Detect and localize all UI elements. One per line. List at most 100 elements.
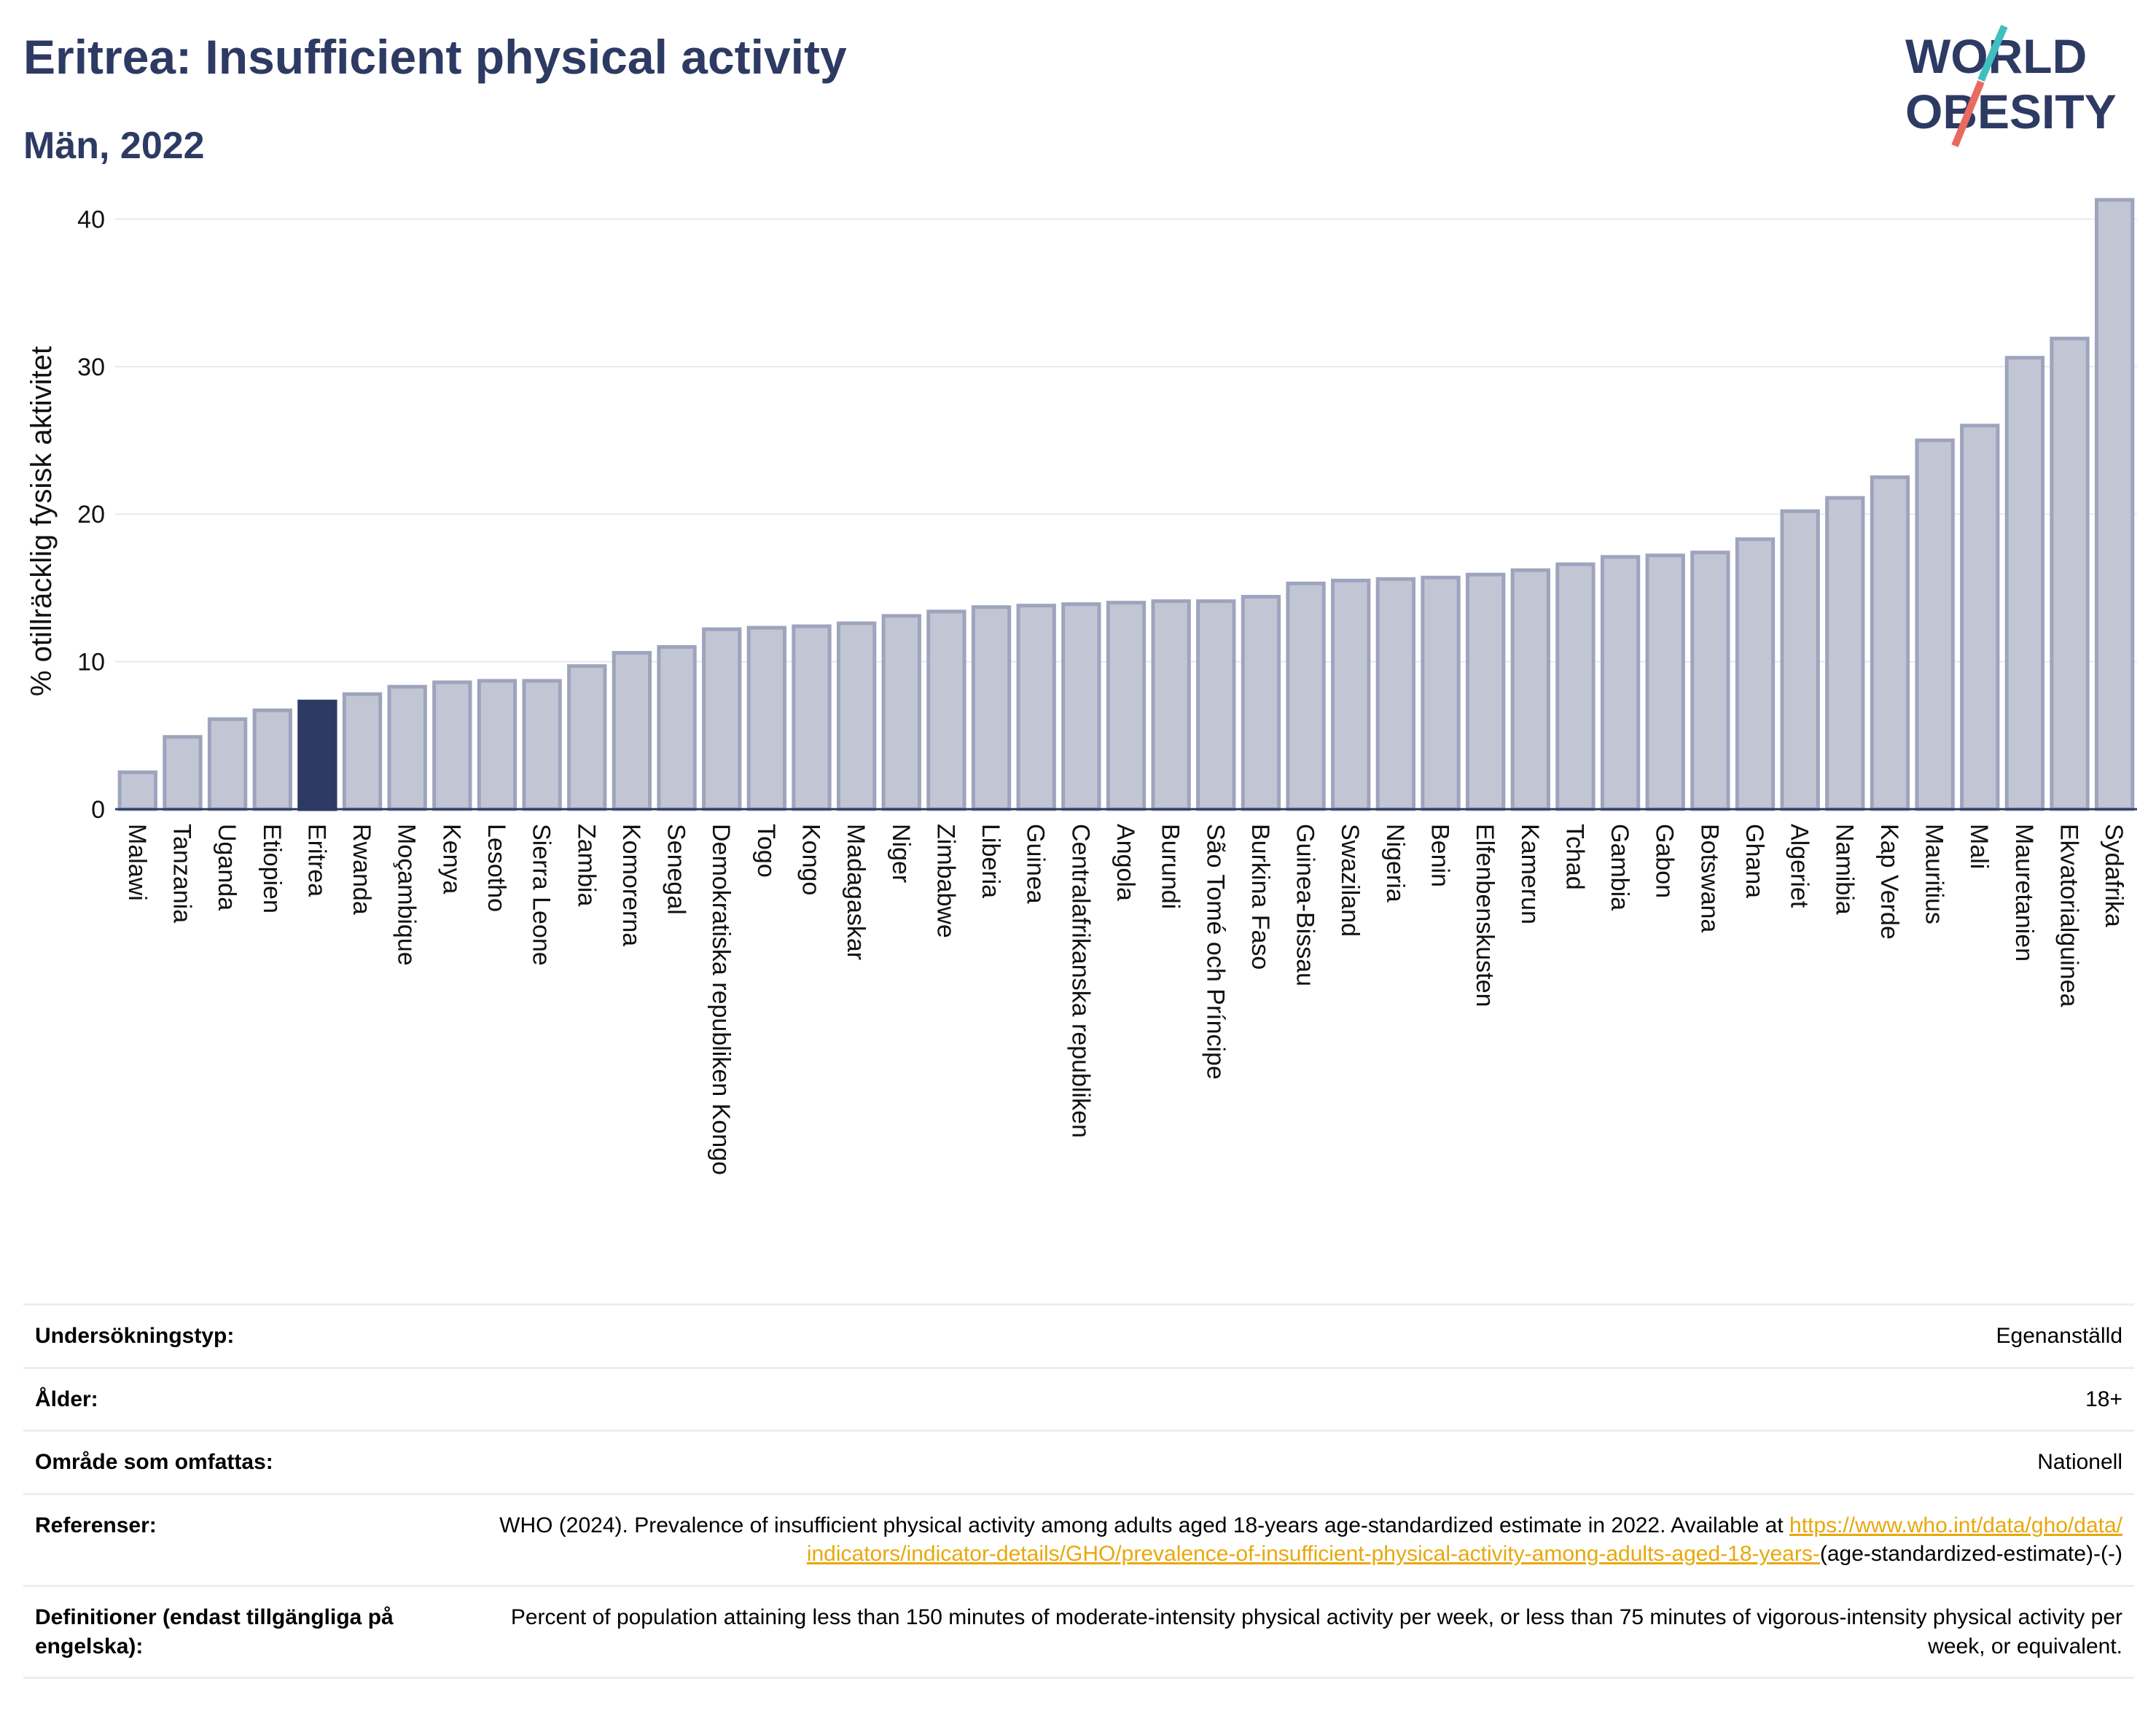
bar-kap-verde [1870, 475, 1910, 811]
reference-text: WHO (2024). Prevalence of insufficient p… [499, 1513, 1784, 1537]
logo-slash-red [1951, 80, 1985, 147]
bar-algeriet [1780, 509, 1820, 811]
bar-senegal [657, 644, 697, 811]
bar-benin [1421, 575, 1461, 811]
x-tick-label: Liberia [977, 824, 1004, 898]
x-tick-label: Gabon [1651, 824, 1679, 898]
x-tick-label: Rwanda [348, 824, 375, 915]
x-tick-label: Zimbabwe [931, 824, 959, 938]
x-tick-label: Ekvatorialguinea [2055, 824, 2083, 1007]
bar-burundi [1151, 599, 1191, 811]
bar-guinea-bissau [1286, 581, 1326, 811]
x-tick-label: São Tomé och Príncipe [1201, 824, 1229, 1080]
bar-sydafrika [2095, 198, 2135, 811]
bar-mali [1960, 424, 2000, 811]
x-tick-label: Angola [1112, 824, 1139, 901]
reference-link[interactable]: https://www.who.int/data/gho/data/indica… [806, 1513, 2122, 1567]
bar-swaziland [1331, 578, 1371, 811]
bar-mauretanien [2004, 356, 2045, 811]
chart-title: Eritrea: Insufficient physical activity [23, 30, 847, 84]
x-tick-label: Tanzania [168, 824, 195, 923]
bar-kongo [792, 624, 832, 811]
info-key: Ålder: [23, 1366, 487, 1431]
x-tick-label: Kap Verde [1875, 824, 1903, 940]
x-tick-label: Uganda [213, 824, 241, 911]
bar-zambia [567, 664, 607, 811]
bar-liberia [971, 605, 1012, 811]
x-tick-label: Benin [1426, 824, 1454, 887]
x-tick-label: Etiopien [258, 824, 286, 913]
y-tick-label: 0 [91, 796, 105, 824]
bar-mauritius [1915, 438, 1955, 811]
x-tick-label: Malawi [123, 824, 151, 901]
bar-demokratiska-republiken-kongo [702, 627, 742, 811]
x-tick-label: Kenya [437, 824, 465, 894]
x-tick-label: Elfenbenskusten [1471, 824, 1499, 1007]
x-tick-label: Togo [752, 824, 780, 878]
bar-s-o-tom-och-pr-ncipe [1196, 599, 1236, 811]
x-tick-label: Gambia [1606, 824, 1633, 911]
x-tick-label: Guinea-Bissau [1292, 824, 1319, 986]
info-row-definitions: Definitioner (endast tillgängliga på eng… [23, 1584, 2134, 1680]
x-tick-label: Demokratiska republiken Kongo [707, 824, 735, 1175]
info-key: Definitioner (endast tillgängliga på eng… [23, 1584, 487, 1680]
y-axis-label: % otillräcklig fysisk aktivitet [26, 346, 58, 696]
x-tick-label: Mali [1965, 824, 1993, 869]
reference-suffix: (age-standardized-estimate)-(-) [1819, 1542, 2122, 1567]
bar-ghana [1735, 537, 1776, 811]
bar-mo-ambique [387, 685, 427, 811]
x-axis-labels: Malawi Tanzania Uganda Etiopien Eritrea Rwand… [123, 824, 2128, 1175]
x-tick-label: Ghana [1741, 824, 1768, 898]
bar-etiopien [252, 708, 292, 811]
bar-uganda [207, 717, 248, 811]
info-value: 18+ [487, 1366, 2134, 1431]
bar-malawi [117, 770, 157, 811]
info-key: Område som omfattas: [23, 1430, 487, 1494]
bar-eritrea [297, 699, 337, 811]
x-tick-label: Algeriet [1786, 824, 1813, 908]
x-tick-label: Kamerun [1516, 824, 1544, 924]
info-value: Egenanställd [487, 1303, 2134, 1368]
bar-togo [746, 625, 787, 811]
y-tick-label: 40 [77, 206, 105, 233]
info-row-age: Ålder: 18+ [23, 1366, 2134, 1431]
x-tick-label: Zambia [572, 824, 600, 906]
x-tick-label: Swaziland [1336, 824, 1364, 937]
bar-chart: 0 10 20 30 40 Malawi Tanzania Uganda Etiopien Er… [26, 198, 2137, 1175]
bar-zimbabwe [926, 609, 966, 811]
bar-niger [881, 614, 921, 811]
bar-tanzania [163, 735, 203, 811]
bars [117, 198, 2135, 811]
x-tick-label: Niger [887, 824, 915, 883]
chart-subtitle: Män, 2022 [23, 125, 205, 167]
y-tick-label: 30 [77, 354, 105, 381]
bar-sierra-leone [522, 679, 562, 811]
bar-namibia [1825, 496, 1865, 811]
info-value: Percent of population attaining less tha… [487, 1584, 2134, 1680]
info-value: Nationell [487, 1430, 2134, 1494]
y-axis-ticks: 0 10 20 30 40 [77, 206, 105, 824]
x-tick-label: Namibia [1830, 824, 1858, 915]
x-tick-label: Komorerna [617, 824, 645, 946]
bar-centralafrikanska-republiken [1061, 602, 1101, 811]
x-tick-label: Sierra Leone [528, 824, 555, 966]
info-key: Undersökningstyp: [23, 1303, 487, 1368]
bar-rwanda [342, 692, 383, 811]
x-tick-label: Centralafrikanska republiken [1066, 824, 1094, 1138]
bar-elfenbenskusten [1465, 572, 1506, 811]
x-tick-label: Mauretanien [2010, 824, 2038, 962]
info-row-area: Område som omfattas: Nationell [23, 1430, 2134, 1494]
x-tick-label: Burkina Faso [1246, 824, 1274, 970]
info-value: WHO (2024). Prevalence of insufficient p… [487, 1492, 2134, 1586]
x-tick-label: Tchad [1561, 824, 1588, 890]
x-tick-label: Moçambique [393, 824, 421, 966]
x-tick-label: Lesotho [483, 824, 510, 912]
bar-angola [1106, 601, 1147, 811]
x-tick-label: Senegal [663, 824, 690, 915]
world-obesity-logo: WORLD OBESITY [1905, 25, 2117, 147]
logo-slash-teal [1977, 25, 2008, 82]
bar-guinea [1016, 604, 1056, 811]
x-tick-label: Madagaskar [842, 824, 870, 960]
x-tick-label: Guinea [1022, 824, 1050, 904]
info-row-survey-type: Undersökningstyp: Egenanställd [23, 1303, 2134, 1368]
